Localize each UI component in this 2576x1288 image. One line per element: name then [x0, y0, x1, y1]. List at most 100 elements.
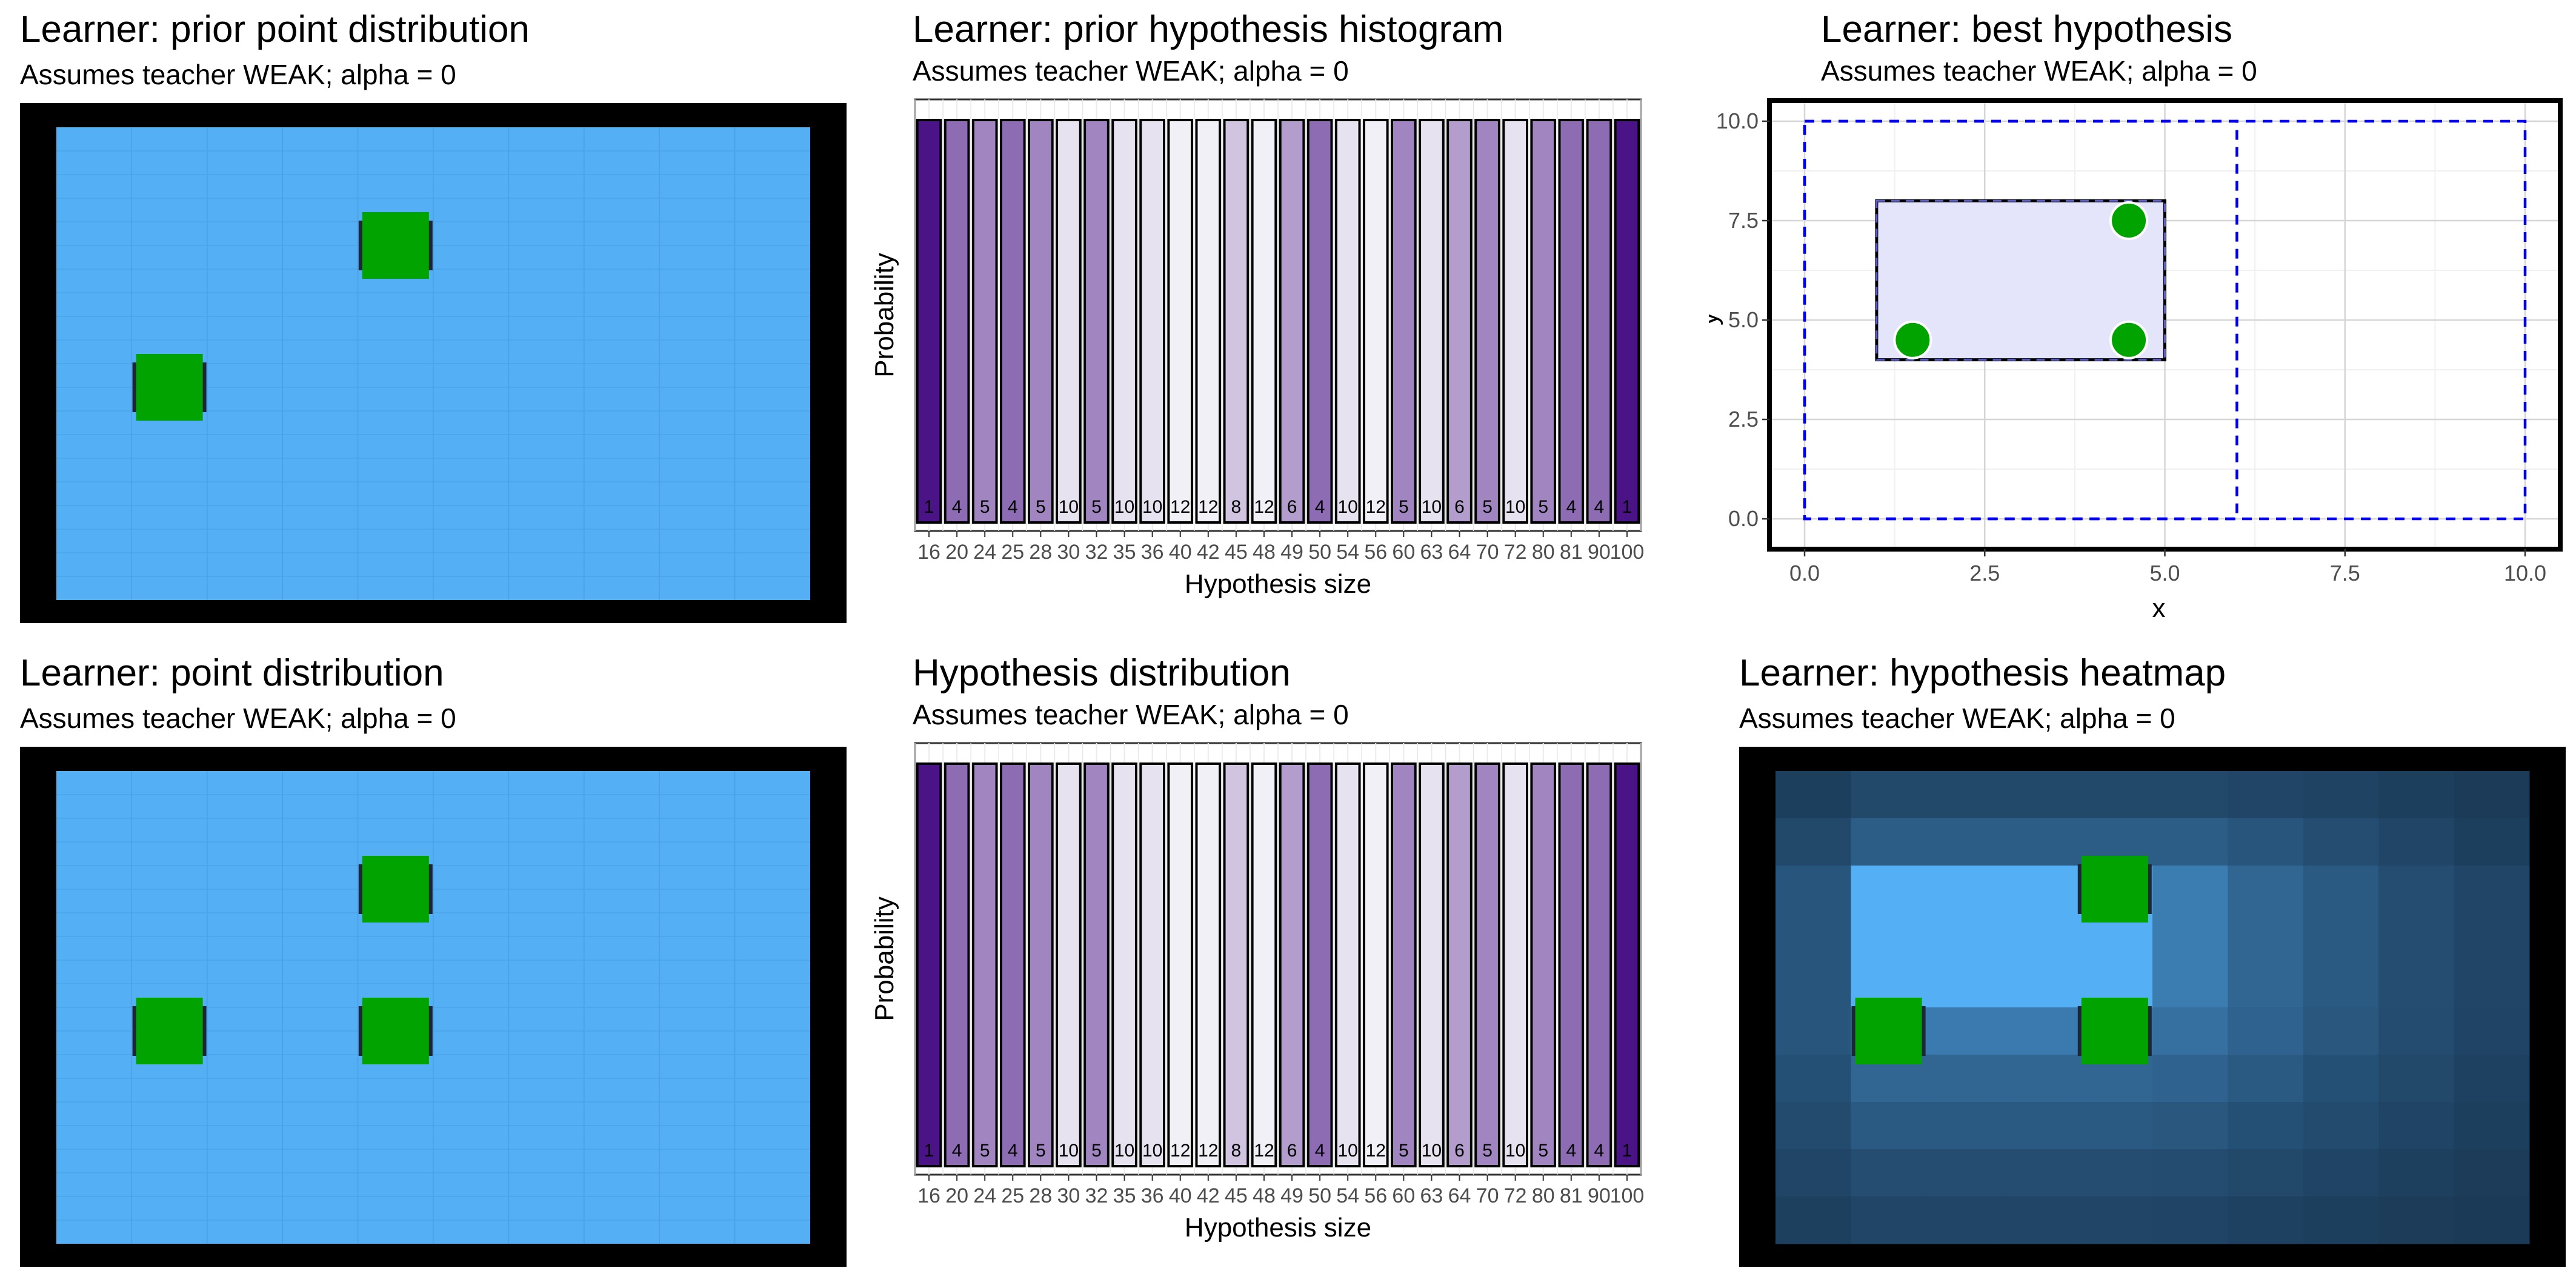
best-hypothesis-dash	[1875, 199, 2166, 361]
point-marker	[362, 212, 429, 279]
heatmap-cell	[2378, 960, 2455, 1008]
x-tick-label: 50	[1308, 1184, 1331, 1207]
x-tick-label: 16	[917, 1184, 940, 1207]
histogram-bar	[1251, 762, 1277, 1167]
histogram-bar	[1446, 119, 1473, 524]
x-tick-label: 36	[1141, 541, 1164, 564]
histogram-bar	[1558, 762, 1585, 1167]
heatmap-cell	[1776, 1102, 1851, 1150]
histogram-bar	[1614, 762, 1640, 1167]
heatmap-cell	[1851, 818, 1927, 866]
heatmap-cell	[2152, 771, 2228, 819]
data-point	[2109, 201, 2149, 240]
x-tick-label: 49	[1280, 541, 1303, 564]
bar-count-label: 12	[1170, 1141, 1190, 1161]
histogram-bar	[1306, 119, 1333, 524]
bar-count-label: 10	[1422, 1141, 1442, 1161]
heatmap-cell	[2002, 1055, 2078, 1103]
heatmap-cell	[1926, 1149, 2002, 1197]
heatmap-cell	[2228, 1196, 2304, 1244]
heatmap-cell	[2002, 960, 2078, 1008]
bar-count-label: 10	[1505, 497, 1525, 517]
x-tick-label: 56	[1364, 1184, 1387, 1207]
histogram-bar	[1195, 762, 1222, 1167]
heatmap-cell	[2002, 818, 2078, 866]
data-point	[1893, 320, 1932, 359]
x-tick-label: 70	[1476, 1184, 1499, 1207]
bar-count-label: 5	[980, 497, 990, 517]
heatmap-cell	[1926, 818, 2002, 866]
heatmap-cell	[2378, 1055, 2455, 1103]
histogram-bar	[1139, 119, 1166, 524]
histogram-bar	[1419, 762, 1445, 1167]
heatmap-cell	[2303, 866, 2379, 913]
panel-subtitle: Assumes teacher WEAK; alpha = 0	[1821, 55, 2257, 87]
histogram-bar	[1279, 119, 1305, 524]
bar-count-label: 10	[1114, 1141, 1134, 1161]
x-tick-label: 100	[1610, 541, 1645, 564]
x-tick-label: 50	[1308, 541, 1331, 564]
x-tick-label: 45	[1225, 1184, 1248, 1207]
x-tick-label: 36	[1141, 1184, 1164, 1207]
heatmap-cell	[2152, 1149, 2228, 1197]
y-axis-label: Probability	[870, 253, 899, 377]
heatmap-cell	[2002, 913, 2078, 961]
histogram-bar	[1530, 119, 1557, 524]
best-hypothesis-chart: 0.0 2.5 5.0 7.5 10.0 0.0 2.5 5.0 7.5 10.0 x y	[1709, 98, 2563, 623]
x-axis-label: Hypothesis size	[1185, 1213, 1371, 1243]
histogram-bar	[1223, 762, 1250, 1167]
histogram-bar	[1446, 762, 1473, 1167]
x-tick-label: 90	[1588, 1184, 1611, 1207]
heatmap-cell	[2454, 866, 2530, 913]
histogram-bar	[1390, 762, 1417, 1167]
x-tick-label: 81	[1560, 1184, 1583, 1207]
bar-count-label: 10	[1114, 497, 1134, 517]
bar-count-label: 12	[1366, 1141, 1386, 1161]
histogram-bar	[1167, 762, 1194, 1167]
x-tick-label: 25	[1001, 1184, 1024, 1207]
heatmap-cell	[2002, 1196, 2078, 1244]
panel-title: Learner: point distribution	[20, 652, 444, 694]
bar-count-label: 4	[952, 497, 962, 517]
x-tick-label: 28	[1029, 541, 1052, 564]
x-tick-label: 60	[1392, 1184, 1415, 1207]
bar-count-label: 5	[1538, 497, 1548, 517]
x-tick-label: 30	[1057, 541, 1080, 564]
heatmap-cell	[2228, 818, 2304, 866]
bar-count-label: 6	[1454, 1141, 1465, 1161]
x-tick-label: 64	[1448, 541, 1471, 564]
heatmap-cell	[1926, 960, 2002, 1008]
heatmap-cell	[1776, 913, 1851, 961]
heatmap-cell	[1926, 1102, 2002, 1150]
histogram-bar	[1083, 119, 1110, 524]
hypothesis-distribution-chart: 1164205244255281030532103510361240124284…	[870, 742, 1644, 1243]
bar-count-label: 6	[1287, 1141, 1297, 1161]
histogram-bar	[944, 762, 970, 1167]
panel-title: Learner: hypothesis heatmap	[1739, 652, 2226, 694]
y-axis-label: Probability	[870, 896, 899, 1021]
heatmap-cell	[2454, 1149, 2530, 1197]
panel-title: Learner: prior hypothesis histogram	[913, 8, 1504, 50]
heatmap-cell	[2303, 960, 2379, 1008]
x-tick-label: 0.0	[1789, 561, 1820, 586]
heatmap-cell	[1776, 1149, 1851, 1197]
histogram-bar	[1530, 762, 1557, 1167]
heatmap-cell	[1776, 866, 1851, 913]
heatmap-cell	[2454, 1102, 2530, 1150]
y-tick-label: 0.0	[1728, 506, 1759, 531]
x-tick-label: 16	[917, 541, 940, 564]
histogram-bar	[971, 119, 998, 524]
bar-count-label: 12	[1198, 497, 1218, 517]
panel-subtitle: Assumes teacher WEAK; alpha = 0	[913, 699, 1349, 730]
histogram-bar	[1362, 762, 1389, 1167]
bar-count-label: 10	[1338, 497, 1358, 517]
x-tick-label: 49	[1280, 1184, 1303, 1207]
heatmap-cell	[1776, 1007, 1851, 1055]
y-tick-label: 10.0	[1716, 108, 1759, 133]
x-tick-label: 40	[1169, 1184, 1192, 1207]
x-tick-label: 24	[973, 541, 996, 564]
bar-count-label: 6	[1287, 497, 1297, 517]
heatmap-cell	[2454, 913, 2530, 961]
heatmap-cell	[2002, 866, 2078, 913]
histogram-bar	[916, 762, 942, 1167]
